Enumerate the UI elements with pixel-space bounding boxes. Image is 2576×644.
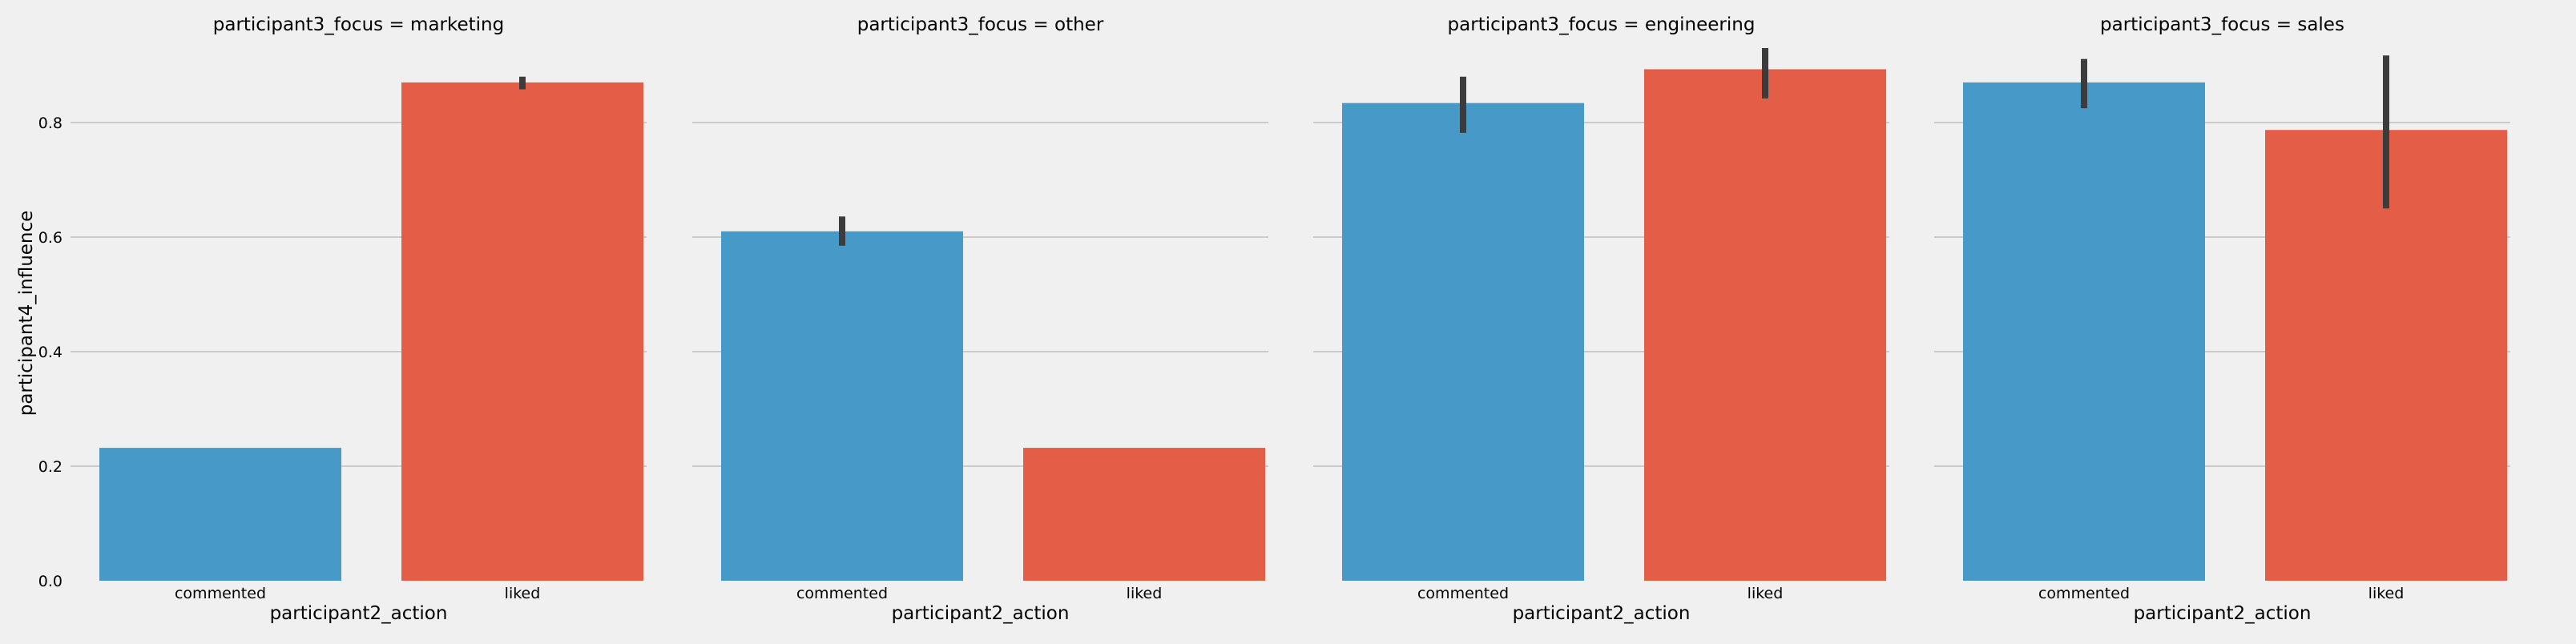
labels: 0.0 0.2 0.4 0.6 0.8 participant3_focus = mark… — [38, 14, 2405, 624]
bar-liked — [1644, 69, 1886, 582]
bar-commented — [1342, 103, 1584, 582]
y-tick-label: 0.6 — [38, 229, 62, 247]
bars — [99, 69, 2507, 582]
bar-commented — [721, 231, 963, 581]
x-tick-label: commented — [2038, 585, 2130, 602]
facet-title: participant3_focus = sales — [2100, 14, 2344, 35]
facet-title: participant3_focus = engineering — [1448, 14, 1756, 35]
y-tick-label: 0.4 — [38, 344, 62, 361]
x-tick-label: commented — [1417, 585, 1509, 602]
facet-title: participant3_focus = marketing — [213, 14, 504, 35]
x-tick-label: commented — [796, 585, 888, 602]
bar-liked — [401, 82, 643, 582]
facet-title: participant3_focus = other — [857, 14, 1104, 35]
x-tick-label: liked — [1748, 585, 1784, 602]
y-tick-label: 0.8 — [38, 115, 62, 132]
error-bars — [519, 48, 2389, 246]
x-tick-label: liked — [2368, 585, 2405, 602]
x-tick-label: commented — [175, 585, 266, 602]
y-tick-label: 0.2 — [38, 458, 62, 476]
x-axis-label: participant2_action — [1513, 603, 1691, 624]
x-tick-label: liked — [1127, 585, 1163, 602]
bar-commented — [1963, 82, 2205, 582]
bar-commented — [99, 448, 341, 581]
y-axis-label: participant4_influence — [16, 211, 37, 417]
x-axis-label: participant2_action — [270, 603, 448, 624]
x-axis-label: participant2_action — [892, 603, 1070, 624]
y-tick-label: 0.0 — [38, 573, 62, 590]
x-tick-label: liked — [505, 585, 541, 602]
x-axis-label: participant2_action — [2134, 603, 2312, 624]
bar-liked — [1023, 448, 1265, 581]
